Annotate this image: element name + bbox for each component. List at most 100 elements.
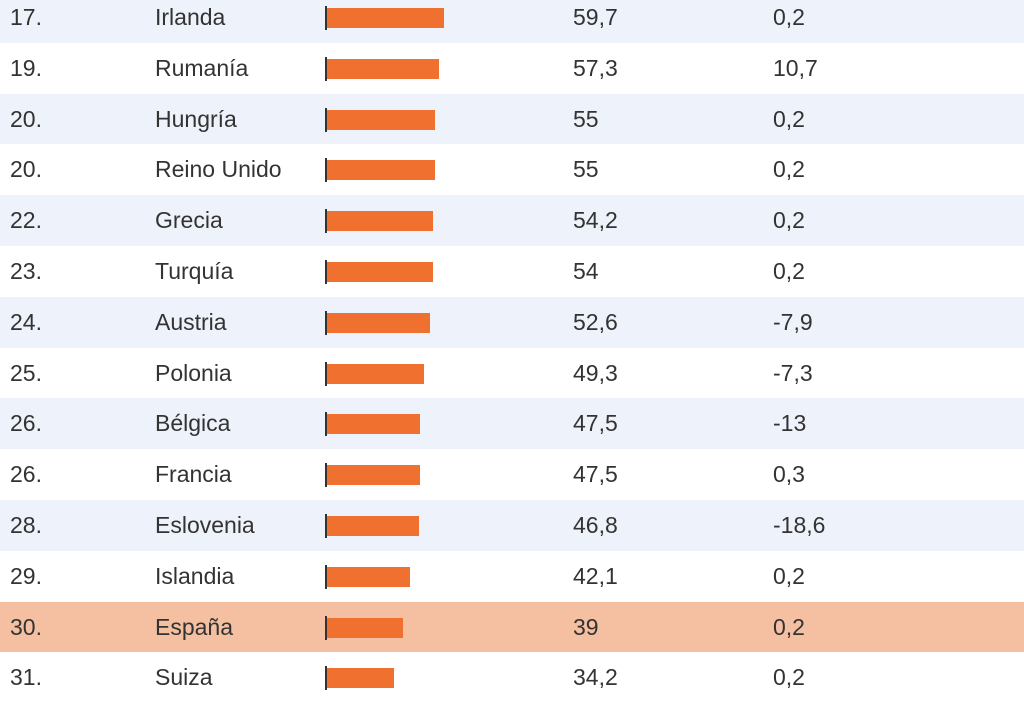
rank-cell: 29. [10, 562, 42, 589]
bar [327, 668, 395, 689]
bar-cell [325, 398, 525, 449]
table-row: 24. Austria 52,6 -7,9 [0, 296, 1024, 348]
bar-baseline [325, 158, 327, 183]
bar [327, 58, 440, 79]
value-cell: 34,2 [573, 664, 618, 691]
bar-cell [325, 551, 525, 602]
table-row: 26. Francia 47,5 0,3 [0, 449, 1024, 501]
bar-cell [325, 449, 525, 500]
value-cell: 47,5 [573, 461, 618, 488]
bar-baseline [325, 564, 327, 589]
table-row: 22. Grecia 54,2 0,2 [0, 195, 1024, 247]
country-cell: Islandia [155, 562, 235, 589]
rank-cell: 26. [10, 461, 42, 488]
bar-cell [325, 297, 525, 348]
rank-cell: 28. [10, 512, 42, 538]
rank-cell: 31. [10, 664, 42, 691]
bar [327, 211, 434, 232]
table-row: 30. España 39 0,2 [0, 601, 1024, 653]
bar [327, 160, 435, 181]
bar [327, 414, 421, 435]
rank-cell: 25. [10, 359, 42, 386]
bar-baseline [325, 463, 327, 488]
bar-cell [325, 0, 525, 43]
rank-cell: 22. [10, 207, 42, 234]
table-row: 26. Bélgica 47,5 -13 [0, 398, 1024, 450]
table-row: 20. Reino Unido 55 0,2 [0, 144, 1024, 196]
bar [327, 312, 431, 333]
bar-baseline [325, 615, 327, 640]
change-cell: -7,3 [773, 359, 813, 386]
table-row: 17. Irlanda 59,7 0,2 [0, 0, 1024, 43]
bar-cell [325, 348, 525, 399]
country-cell: Rumanía [155, 54, 249, 81]
country-cell: Reino Unido [155, 156, 282, 183]
value-cell: 54 [573, 258, 599, 284]
value-cell: 47,5 [573, 410, 618, 437]
country-cell: Austria [155, 308, 227, 335]
country-cell: Bélgica [155, 410, 231, 437]
bar [327, 262, 433, 282]
change-cell: -7,9 [773, 308, 813, 335]
rank-cell: 30. [10, 613, 42, 640]
country-cell: Hungría [155, 105, 237, 132]
bar-baseline [325, 6, 327, 30]
change-cell: -13 [773, 410, 807, 437]
change-cell: 10,7 [773, 54, 818, 81]
value-cell: 55 [573, 156, 599, 183]
table-row: 25. Polonia 49,3 -7,3 [0, 347, 1024, 399]
bar [327, 465, 421, 486]
value-cell: 59,7 [573, 4, 618, 30]
change-cell: 0,2 [773, 613, 805, 640]
change-cell: 0,2 [773, 258, 805, 284]
bar-cell [325, 94, 525, 145]
country-cell: Grecia [155, 207, 223, 234]
bar [327, 566, 410, 587]
bar-baseline [325, 209, 327, 234]
country-cell: Francia [155, 461, 232, 488]
bar-cell [325, 602, 525, 653]
bar-cell [325, 195, 525, 246]
value-cell: 54,2 [573, 207, 618, 234]
bar-cell [325, 144, 525, 195]
bar [327, 8, 444, 28]
change-cell: 0,2 [773, 4, 805, 30]
value-cell: 55 [573, 105, 599, 132]
bar-baseline [325, 56, 327, 81]
country-cell: Eslovenia [155, 512, 255, 538]
bar-baseline [325, 107, 327, 132]
rank-cell: 20. [10, 156, 42, 183]
rank-cell: 23. [10, 258, 42, 284]
bar [327, 516, 419, 536]
country-cell: Suiza [155, 664, 213, 691]
table-row: 29. Islandia 42,1 0,2 [0, 550, 1024, 602]
table-row: 23. Turquía 54 0,2 [0, 246, 1024, 297]
value-cell: 52,6 [573, 308, 618, 335]
bar [327, 617, 404, 638]
rank-cell: 19. [10, 54, 42, 81]
bar [327, 363, 424, 384]
value-cell: 57,3 [573, 54, 618, 81]
bar-baseline [325, 514, 327, 538]
table-row: 20. Hungría 55 0,2 [0, 93, 1024, 145]
table-row: 19. Rumanía 57,3 10,7 [0, 42, 1024, 94]
rank-cell: 26. [10, 410, 42, 437]
bar-baseline [325, 666, 327, 691]
bar-baseline [325, 260, 327, 284]
change-cell: 0,3 [773, 461, 805, 488]
bar-cell [325, 43, 525, 94]
country-cell: España [155, 613, 234, 640]
table-row: 31. Suiza 34,2 0,2 [0, 652, 1024, 703]
change-cell: 0,2 [773, 562, 805, 589]
bar-baseline [325, 412, 327, 437]
country-cell: Polonia [155, 359, 232, 386]
change-cell: 0,2 [773, 156, 805, 183]
change-cell: -18,6 [773, 512, 826, 538]
bar-baseline [325, 361, 327, 386]
value-cell: 49,3 [573, 359, 618, 386]
table-row: 28. Eslovenia 46,8 -18,6 [0, 500, 1024, 551]
value-cell: 39 [573, 613, 599, 640]
country-cell: Turquía [155, 258, 234, 284]
change-cell: 0,2 [773, 105, 805, 132]
